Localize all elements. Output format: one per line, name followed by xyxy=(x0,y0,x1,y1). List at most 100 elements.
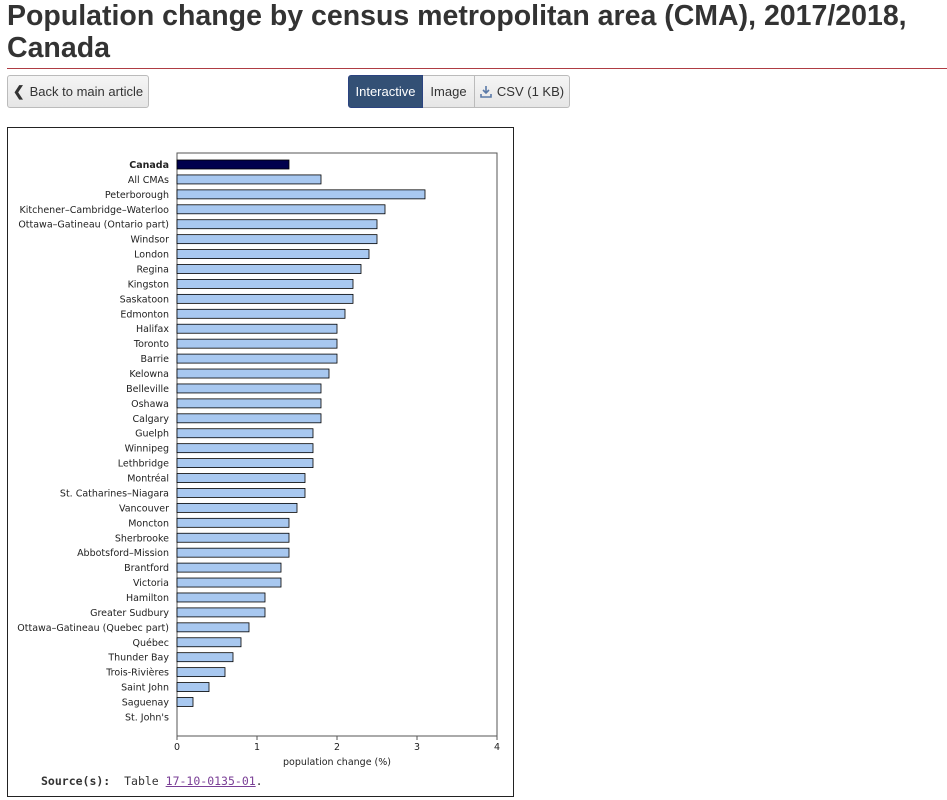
category-label-26: Abbotsford–Mission xyxy=(77,548,169,559)
csv-download-button[interactable]: CSV (1 KB) xyxy=(475,75,570,108)
bar-20[interactable] xyxy=(176,458,314,469)
category-label-8: Kingston xyxy=(128,279,169,290)
bar-10[interactable] xyxy=(176,308,346,319)
x-tick-label-3: 3 xyxy=(414,742,420,753)
category-label-34: Trois-Rivières xyxy=(105,668,169,679)
bar-4[interactable] xyxy=(176,219,378,230)
bar-13[interactable] xyxy=(176,353,338,364)
bar-7[interactable] xyxy=(176,264,362,274)
bar-14[interactable] xyxy=(176,368,330,379)
bar-3[interactable] xyxy=(176,204,386,215)
category-label-32: Québec xyxy=(133,638,169,649)
category-label-1: All CMAs xyxy=(128,175,169,186)
page-title: Population change by census metropolitan… xyxy=(7,0,907,64)
back-button-label: Back to main article xyxy=(29,84,144,99)
bar-26[interactable] xyxy=(176,547,290,558)
bar-1[interactable] xyxy=(176,174,322,185)
bar-36[interactable] xyxy=(176,697,194,707)
category-label-11: Halifax xyxy=(136,324,169,335)
category-label-36: Saguenay xyxy=(122,697,170,708)
bar-25[interactable] xyxy=(176,532,290,543)
download-icon xyxy=(480,86,492,98)
bar-29[interactable] xyxy=(176,592,266,603)
category-label-6: London xyxy=(134,250,169,261)
bar-33[interactable] xyxy=(176,652,234,663)
bar-24[interactable] xyxy=(176,517,290,528)
bar-19[interactable] xyxy=(176,443,314,454)
title-divider xyxy=(7,68,947,69)
category-label-23: Vancouver xyxy=(119,503,169,514)
category-label-17: Calgary xyxy=(133,414,170,425)
category-label-9: Saskatoon xyxy=(120,294,169,305)
category-label-20: Lethbridge xyxy=(118,459,169,470)
category-label-14: Kelowna xyxy=(129,369,169,380)
bar-2[interactable] xyxy=(176,189,426,200)
category-label-5: Windsor xyxy=(130,235,169,246)
chevron-left-icon: ❮ xyxy=(12,83,25,99)
bar-0[interactable] xyxy=(176,159,290,170)
category-label-18: Guelph xyxy=(135,429,169,440)
source-note: Source(s): Table 17-10-0135-01. xyxy=(41,774,263,788)
category-label-29: Hamilton xyxy=(126,593,169,604)
x-axis-title: population change (%) xyxy=(283,757,391,768)
category-label-2: Peterborough xyxy=(105,190,169,201)
category-label-4: Ottawa–Gatineau (Ontario part) xyxy=(18,220,169,231)
bar-27[interactable] xyxy=(176,562,282,573)
x-tick-label-4: 4 xyxy=(494,742,500,753)
category-label-12: Toronto xyxy=(133,339,169,350)
bar-chart: Canada All CMAs Peterborough Kitchener–Camb… xyxy=(17,152,500,768)
x-tick-label-2: 2 xyxy=(334,742,340,753)
category-label-25: Sherbrooke xyxy=(115,533,169,544)
source-table-link[interactable]: 17-10-0135-01 xyxy=(165,774,256,788)
bar-16[interactable] xyxy=(176,398,322,409)
bar-28[interactable] xyxy=(176,577,282,588)
chart-container: Canada All CMAs Peterborough Kitchener–Camb… xyxy=(7,127,514,797)
bar-22[interactable] xyxy=(176,488,306,498)
bar-30[interactable] xyxy=(176,607,266,618)
bar-35[interactable] xyxy=(176,682,210,692)
category-label-16: Oshawa xyxy=(131,399,169,410)
bar-15[interactable] xyxy=(176,383,322,394)
bar-5[interactable] xyxy=(176,234,378,245)
bar-32[interactable] xyxy=(176,637,242,648)
category-label-30: Greater Sudbury xyxy=(90,608,169,619)
bar-17[interactable] xyxy=(176,413,322,424)
bar-31[interactable] xyxy=(176,622,250,633)
category-label-19: Winnipeg xyxy=(125,444,169,455)
category-label-35: Saint John xyxy=(121,683,169,694)
back-to-main-article-button[interactable]: ❮ Back to main article xyxy=(7,75,149,108)
source-label: Source(s): xyxy=(41,774,111,788)
category-label-31: Ottawa–Gatineau (Quebec part) xyxy=(17,623,169,634)
image-tab[interactable]: Image xyxy=(423,75,475,108)
bar-34[interactable] xyxy=(176,667,226,678)
bar-21[interactable] xyxy=(176,473,306,483)
category-label-0: Canada xyxy=(129,160,169,171)
category-label-13: Barrie xyxy=(141,354,170,365)
bar-9[interactable] xyxy=(176,293,354,304)
category-label-28: Victoria xyxy=(133,578,169,589)
source-suffix: . xyxy=(255,774,263,788)
category-label-3: Kitchener–Cambridge–Waterloo xyxy=(20,205,170,216)
category-label-22: St. Catharines–Niagara xyxy=(60,488,169,499)
interactive-tab[interactable]: Interactive xyxy=(348,75,423,108)
category-label-37: St. John's xyxy=(125,712,169,723)
x-tick-label-0: 0 xyxy=(174,742,180,753)
category-label-27: Brantford xyxy=(124,563,169,574)
category-label-10: Edmonton xyxy=(120,309,169,320)
category-label-24: Moncton xyxy=(128,518,169,529)
csv-button-label: CSV (1 KB) xyxy=(496,84,565,99)
image-tab-label: Image xyxy=(430,84,467,99)
bar-18[interactable] xyxy=(176,428,314,439)
bar-23[interactable] xyxy=(176,502,298,513)
category-label-21: Montréal xyxy=(127,474,169,485)
bar-8[interactable] xyxy=(176,279,354,289)
category-label-15: Belleville xyxy=(126,384,169,395)
bar-11[interactable] xyxy=(176,323,338,334)
source-prefix: Table xyxy=(124,774,166,788)
interactive-tab-label: Interactive xyxy=(355,84,416,99)
bar-6[interactable] xyxy=(176,249,370,259)
category-label-7: Regina xyxy=(136,265,169,276)
bar-12[interactable] xyxy=(176,338,338,349)
x-tick-label-1: 1 xyxy=(254,742,260,753)
category-label-33: Thunder Bay xyxy=(107,653,169,664)
